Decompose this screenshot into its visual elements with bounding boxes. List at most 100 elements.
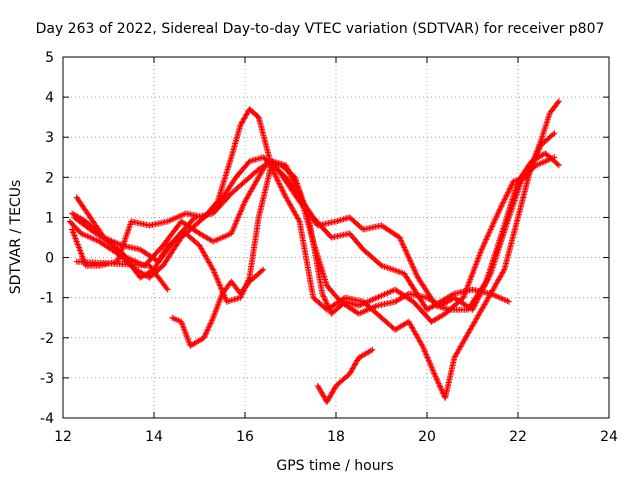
data-point bbox=[437, 383, 443, 390]
data-point bbox=[212, 271, 218, 277]
data-point bbox=[502, 193, 509, 200]
data-point bbox=[281, 191, 288, 198]
x-tick-label: 20 bbox=[418, 429, 436, 445]
data-point bbox=[280, 188, 287, 195]
data-point bbox=[484, 233, 491, 240]
data-point bbox=[259, 267, 265, 274]
data-point bbox=[551, 154, 558, 161]
x-axis-label: GPS time / hours bbox=[276, 458, 393, 474]
data-point bbox=[321, 296, 328, 303]
data-point bbox=[240, 201, 247, 208]
data-point bbox=[486, 229, 493, 236]
data-point bbox=[272, 171, 278, 178]
data-point bbox=[487, 227, 494, 234]
data-point bbox=[400, 243, 407, 250]
chart-title: Day 263 of 2022, Sidereal Day-to-day VTE… bbox=[36, 21, 605, 37]
data-point bbox=[285, 167, 292, 174]
data-point bbox=[368, 347, 374, 354]
data-point bbox=[208, 319, 215, 325]
data-point bbox=[204, 327, 211, 334]
data-point bbox=[484, 277, 491, 284]
data-point bbox=[278, 184, 285, 191]
data-point bbox=[496, 206, 503, 213]
data-point bbox=[202, 331, 209, 338]
data-point bbox=[473, 298, 480, 304]
data-point bbox=[401, 246, 408, 252]
data-point bbox=[500, 199, 507, 206]
data-point bbox=[504, 191, 511, 197]
data-point bbox=[485, 232, 492, 239]
data-point bbox=[279, 187, 286, 194]
y-tick-label: -2 bbox=[40, 331, 54, 347]
x-tick-label: 14 bbox=[145, 429, 163, 445]
data-point bbox=[421, 347, 428, 354]
data-point bbox=[507, 184, 514, 190]
data-point bbox=[550, 131, 557, 138]
x-tick-label: 16 bbox=[236, 429, 254, 445]
data-point bbox=[270, 167, 276, 174]
y-tick-label: 0 bbox=[45, 251, 54, 267]
data-point bbox=[208, 317, 215, 324]
data-point bbox=[500, 268, 507, 274]
data-point bbox=[282, 162, 289, 169]
data-point bbox=[480, 242, 487, 249]
data-point bbox=[492, 216, 499, 223]
data-point bbox=[369, 346, 376, 353]
x-tick-label: 22 bbox=[509, 429, 527, 445]
data-point bbox=[479, 287, 485, 294]
data-point bbox=[295, 189, 302, 195]
data-point bbox=[423, 351, 430, 358]
data-point bbox=[288, 173, 295, 180]
data-point bbox=[490, 220, 497, 227]
data-point bbox=[476, 293, 483, 300]
data-point bbox=[206, 323, 213, 330]
data-point bbox=[482, 237, 489, 244]
data-point bbox=[481, 240, 488, 247]
data-point bbox=[323, 299, 330, 306]
data-point bbox=[431, 372, 438, 378]
x-tick-label: 18 bbox=[327, 429, 345, 445]
data-point bbox=[229, 229, 235, 235]
data-point bbox=[213, 273, 220, 280]
data-point bbox=[436, 382, 443, 389]
data-point bbox=[294, 186, 301, 193]
data-point bbox=[499, 200, 506, 207]
data-point bbox=[408, 260, 415, 267]
y-tick-label: 1 bbox=[45, 210, 54, 226]
data-point bbox=[498, 202, 505, 209]
data-point bbox=[289, 176, 296, 183]
data-point bbox=[293, 184, 300, 191]
data-point bbox=[403, 250, 410, 257]
data-point bbox=[502, 195, 509, 202]
data-point bbox=[270, 169, 277, 176]
data-point bbox=[427, 361, 434, 368]
series-trace-7 bbox=[314, 346, 376, 405]
data-point bbox=[206, 321, 213, 328]
data-point bbox=[269, 166, 276, 173]
data-point bbox=[411, 266, 417, 272]
data-point bbox=[488, 225, 495, 231]
data-point bbox=[399, 241, 406, 248]
y-tick-label: -4 bbox=[40, 411, 54, 427]
data-point bbox=[203, 329, 210, 335]
data-point bbox=[396, 234, 403, 241]
data-point bbox=[434, 377, 441, 384]
data-point bbox=[276, 181, 283, 188]
data-point bbox=[420, 344, 427, 351]
data-point bbox=[505, 189, 511, 196]
data-point bbox=[404, 251, 411, 258]
x-tick-label: 12 bbox=[54, 429, 72, 445]
data-point bbox=[204, 326, 211, 333]
data-point bbox=[407, 258, 414, 265]
data-point bbox=[433, 374, 440, 381]
data-point bbox=[497, 205, 504, 211]
data-point bbox=[320, 292, 326, 299]
data-point bbox=[498, 203, 505, 210]
data-point bbox=[489, 223, 495, 230]
data-point bbox=[319, 290, 326, 297]
data-point bbox=[321, 295, 328, 301]
data-point bbox=[406, 256, 413, 262]
y-tick-label: -1 bbox=[40, 291, 54, 307]
data-point bbox=[290, 177, 297, 184]
